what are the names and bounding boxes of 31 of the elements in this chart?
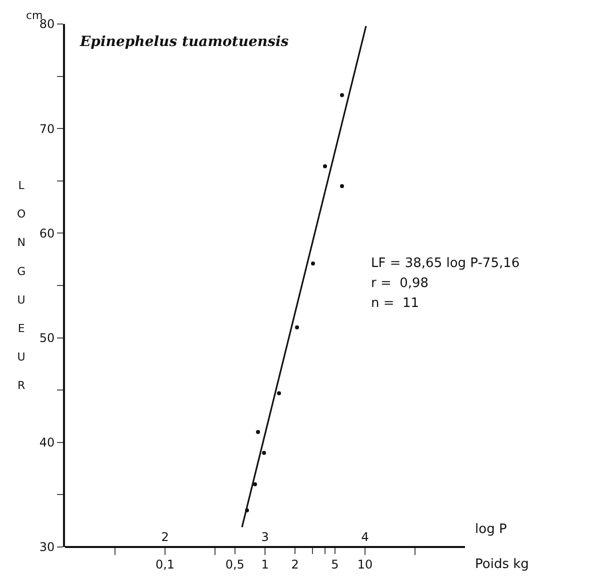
- point: [277, 391, 281, 396]
- point: [340, 93, 344, 98]
- x2-tick-label: 1: [261, 557, 269, 572]
- y-tick-label: 60: [39, 226, 55, 240]
- annotation: r = 0,98: [371, 276, 429, 291]
- y-tick-label: 80: [39, 17, 55, 32]
- x-tick-label: 3: [261, 530, 269, 544]
- point: [340, 184, 344, 188]
- x2-axis-title: Poids kg: [475, 557, 529, 572]
- point: [253, 482, 257, 486]
- y-tick-label: 50: [39, 331, 55, 345]
- y-tick-label: 40: [39, 436, 55, 450]
- point: [256, 430, 260, 434]
- x-tick-label: 2: [161, 530, 169, 544]
- text: LONGUEUR: [17, 179, 26, 392]
- annotation: n = 11: [371, 296, 420, 311]
- x2-tick-label: 0,5: [225, 557, 244, 572]
- x-axis-title: log P: [475, 522, 507, 537]
- annotation: LF = 38,65 log P-75,16: [371, 256, 520, 271]
- point: [311, 262, 315, 266]
- x-tick-label: 4: [361, 530, 369, 544]
- x2-tick-label: 0,1: [155, 557, 175, 572]
- point: [295, 325, 299, 330]
- x2-tick-label: 5: [331, 557, 339, 572]
- x2-tick-label: 10: [357, 557, 373, 572]
- y-tick-label: 70: [39, 122, 55, 136]
- text: Epinephelus tuamotuensis: [79, 34, 289, 50]
- y-tick-label: 30: [39, 540, 55, 554]
- x2-tick-label: 2: [291, 557, 299, 572]
- point: [323, 164, 327, 168]
- point: [262, 450, 266, 455]
